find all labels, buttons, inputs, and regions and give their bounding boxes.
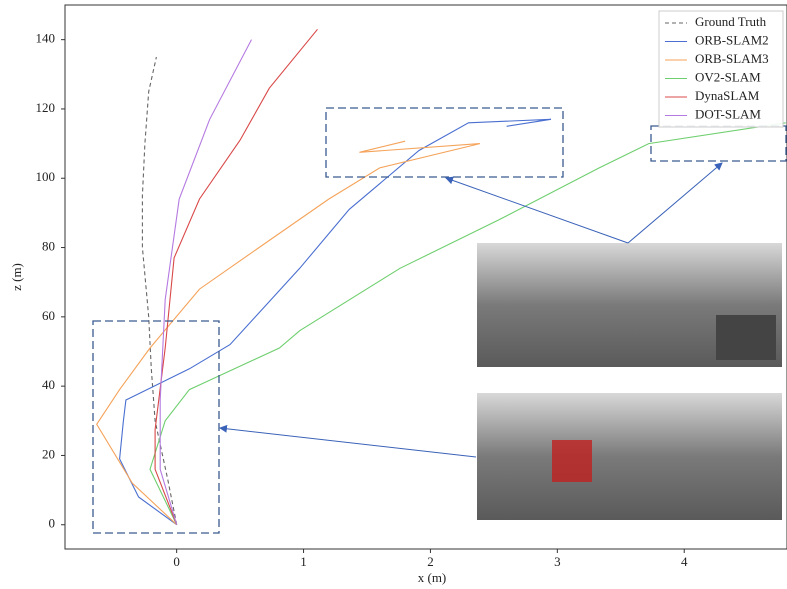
legend-label: ORB-SLAM3 xyxy=(695,51,769,66)
car xyxy=(716,315,776,360)
y-axis-label: z (m) xyxy=(9,263,24,291)
bus xyxy=(552,440,592,482)
legend-label: ORB-SLAM2 xyxy=(695,32,769,47)
x-tick-label: 1 xyxy=(300,554,307,569)
legend-label: OV2-SLAM xyxy=(695,69,761,84)
trajectory xyxy=(155,29,317,524)
x-axis-label: x (m) xyxy=(418,570,447,585)
legend-label: DynaSLAM xyxy=(695,88,760,103)
arrow xyxy=(220,428,476,457)
zoom-box xyxy=(651,126,786,161)
legend-label: Ground Truth xyxy=(695,14,767,29)
trajectory xyxy=(142,57,176,525)
x-tick-label: 4 xyxy=(681,554,688,569)
trajectory xyxy=(160,40,251,525)
y-tick-label: 40 xyxy=(42,377,55,392)
y-tick-label: 0 xyxy=(49,516,56,531)
y-tick-label: 60 xyxy=(42,308,55,323)
chart: x (m) z (m) 01234020406080100120140Groun… xyxy=(0,0,787,589)
trajectory xyxy=(97,141,480,525)
x-tick-label: 0 xyxy=(173,554,180,569)
arrow xyxy=(446,178,628,243)
camera-image xyxy=(477,393,782,520)
y-tick-label: 120 xyxy=(36,100,56,115)
y-tick-label: 100 xyxy=(36,169,56,184)
legend-label: DOT-SLAM xyxy=(695,106,761,121)
x-tick-label: 2 xyxy=(427,554,434,569)
y-tick-label: 140 xyxy=(36,31,56,46)
y-tick-label: 80 xyxy=(42,239,55,254)
annotations xyxy=(93,108,786,533)
y-tick-label: 20 xyxy=(42,446,55,461)
x-tick-label: 3 xyxy=(554,554,561,569)
zoom-box xyxy=(326,108,563,177)
arrow xyxy=(628,163,722,243)
